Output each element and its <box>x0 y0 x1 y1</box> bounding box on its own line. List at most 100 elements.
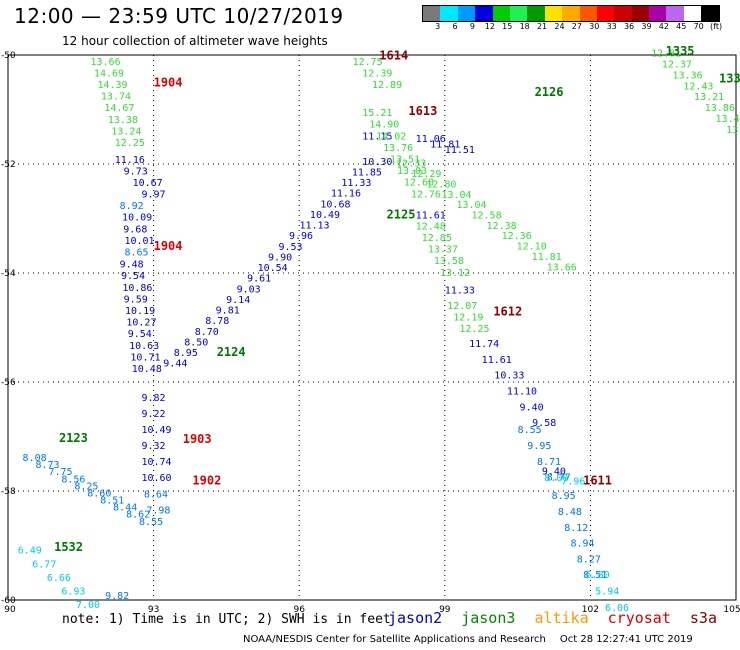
timestamp: Oct 28 12:27:41 UTC 2019 <box>559 634 693 645</box>
y-tick-label: -50 <box>1 51 16 61</box>
wave-height-label: 10.49 <box>310 210 340 221</box>
y-tick-label: -54 <box>1 269 16 279</box>
wave-height-label: 9.96 <box>289 231 313 242</box>
wave-height-label: 8.56 <box>61 474 85 485</box>
wave-height-label: 6.93 <box>61 587 85 598</box>
wave-height-label: 6.66 <box>47 573 71 584</box>
plot-frame <box>7 54 737 601</box>
time-tag: 1902 <box>192 473 221 487</box>
wave-height-label: 12.58 <box>471 211 501 222</box>
wave-height-values: 13.6614.6914.3913.7414.6713.3813.2412.25… <box>18 49 740 614</box>
wave-height-label: 11.16 <box>331 189 361 200</box>
scale-label: 27 <box>571 22 582 31</box>
scale-label: 36 <box>623 22 635 31</box>
wave-height-label: 8.95 <box>174 348 198 359</box>
wave-height-label: 10.30 <box>362 157 392 168</box>
time-tag: 1904 <box>154 239 183 253</box>
wave-height-label: 8.51 <box>583 570 607 581</box>
wave-height-label: 13.37 <box>428 245 458 256</box>
time-tag: 2123 <box>59 431 88 445</box>
wave-height-label: 9.82 <box>141 393 165 404</box>
wave-height-label: 10.01 <box>124 236 154 247</box>
x-tick-label: 93 <box>148 605 159 615</box>
scale-swatch <box>701 6 719 21</box>
wave-height-label: 12.39 <box>362 68 392 79</box>
color-scale-bar <box>422 5 720 22</box>
time-tag: 1335 <box>666 44 695 58</box>
wave-height-label: 12.07 <box>447 301 477 312</box>
wave-height-label: 12.81 <box>651 49 681 60</box>
wave-height-label: 8.51 <box>100 496 124 507</box>
wave-height-label: 9.44 <box>163 359 187 370</box>
legend-s3a: s3a <box>689 609 717 627</box>
y-tick-labels: -50 -52 -54 -56 -58 -60 <box>1 51 16 606</box>
y-tick-label: -56 <box>1 378 16 388</box>
wave-height-label: 12.10 <box>517 242 547 253</box>
scale-label: 33 <box>606 22 617 31</box>
wave-height-label: 9.82 <box>105 591 129 602</box>
wave-height-label: 9.58 <box>532 418 556 429</box>
wave-height-label: 8.00 <box>544 473 568 484</box>
wave-height-label: 13.46 <box>716 114 740 125</box>
time-tag: 1532 <box>54 540 83 554</box>
wave-height-label: 12.75 <box>353 57 383 68</box>
wave-height-label: 14.69 <box>94 68 124 79</box>
time-tag: 1611 <box>583 473 612 487</box>
scale-label: 45 <box>676 22 687 31</box>
time-tags: 1904 1904 1903 1902 1614 1613 1612 1611 2126 2125… <box>54 44 740 554</box>
wave-height-label: 8.48 <box>558 507 582 518</box>
wave-height-label: 9.95 <box>527 441 551 452</box>
wave-height-label: 14.90 <box>369 120 399 131</box>
scale-swatch <box>631 6 650 21</box>
wave-height-label: 7.75 <box>48 467 72 478</box>
scale-label: 39 <box>641 22 652 31</box>
wave-height-label: 14.39 <box>97 80 127 91</box>
time-tag: 2124 <box>217 345 246 359</box>
wave-height-label: 11.10 <box>507 387 537 398</box>
y-tick-label: -58 <box>1 487 16 497</box>
satellite-legend: jason2 jason3 altika cryosat s3a <box>388 609 727 627</box>
wave-height-label: 13.49 <box>726 125 740 136</box>
wave-height-label: 10.86 <box>122 283 152 294</box>
scale-swatch <box>527 6 545 21</box>
wave-height-label: 10.33 <box>494 371 524 382</box>
scale-swatch <box>440 6 458 21</box>
wave-height-label: 9.22 <box>141 409 165 420</box>
x-tick-label: 96 <box>293 605 305 615</box>
wave-height-label: 13.21 <box>694 92 724 103</box>
wave-height-label: 7.98 <box>146 506 170 517</box>
scale-swatch <box>509 6 528 21</box>
wave-height-label: 9.54 <box>128 329 152 340</box>
wave-height-label: 10.27 <box>126 318 156 329</box>
scale-label: 24 <box>554 22 565 31</box>
wave-height-label: 11.16 <box>115 155 145 166</box>
wave-height-label: 9.61 <box>247 274 271 285</box>
scale-swatch <box>579 6 597 21</box>
wave-height-label: 14.67 <box>104 103 134 114</box>
wave-height-label: 11.61 <box>416 211 446 222</box>
x-tick-label: 105 <box>723 605 740 615</box>
wave-height-label: 9.68 <box>123 224 147 235</box>
scale-label: 21 <box>536 22 548 31</box>
wave-height-label: 9.40 <box>520 402 544 413</box>
wave-height-label: 8.92 <box>120 201 144 212</box>
wave-height-label: 9.54 <box>121 271 145 282</box>
wave-height-label: 8.71 <box>537 457 561 468</box>
credit-text: NOAA/NESDIS Center for Satellite Applica… <box>243 634 546 645</box>
wave-height-label: 6.49 <box>18 546 42 557</box>
wave-height-label: 13.66 <box>547 262 577 273</box>
time-tag: 1903 <box>183 432 212 446</box>
wave-height-label: 8.70 <box>195 327 219 338</box>
wave-height-label: 9.59 <box>124 294 148 305</box>
wave-height-label: 8.64 <box>144 490 168 501</box>
wave-height-label: 8.50 <box>184 337 208 348</box>
scale-label: 42 <box>658 22 669 31</box>
wave-height-label: 10.67 <box>133 178 163 189</box>
wave-height-label: 8.65 <box>124 248 148 259</box>
wave-height-label: 13.04 <box>441 190 471 201</box>
scale-label: 70 <box>693 22 704 31</box>
wave-height-label: 8.95 <box>552 491 576 502</box>
wave-height-label: 13.74 <box>101 92 131 103</box>
chart-title: 12:00 — 23:59 UTC 10/27/2019 <box>14 4 344 28</box>
wave-height-label: 8.27 <box>577 554 601 565</box>
